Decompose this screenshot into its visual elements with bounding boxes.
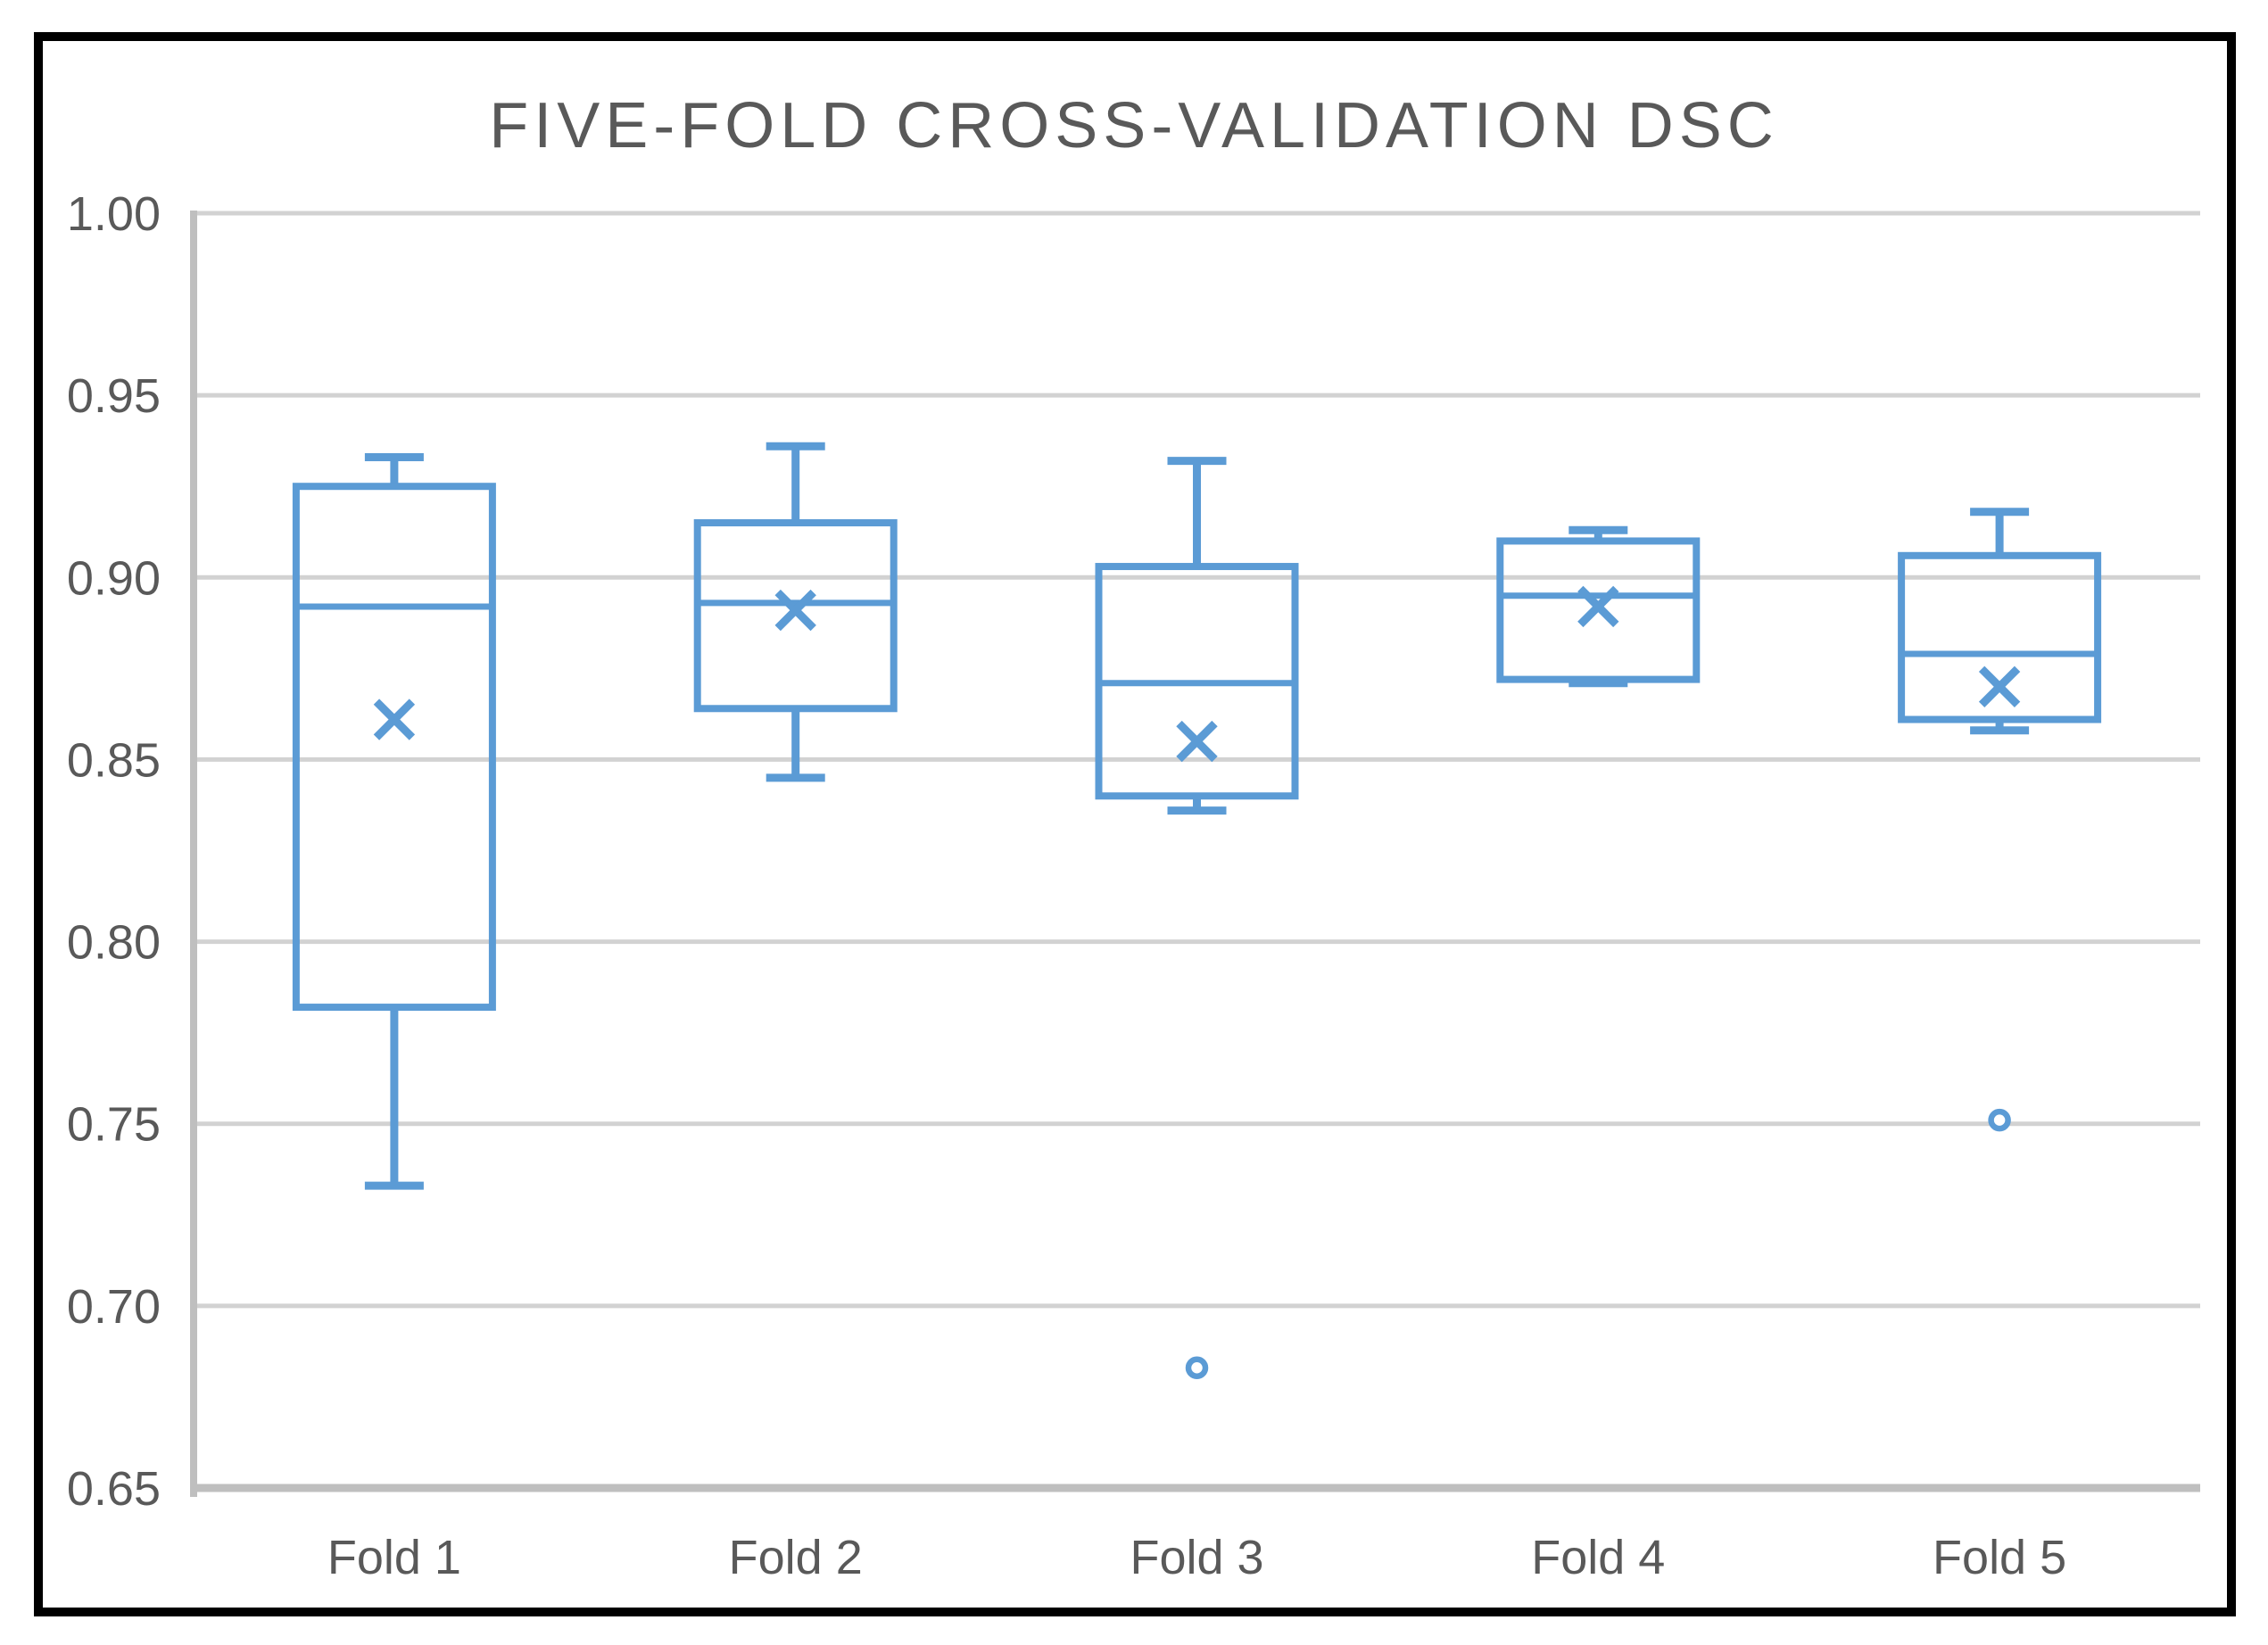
box-iqr-fold-2 bbox=[693, 519, 898, 713]
y-tick-label-0.75: 0.75 bbox=[67, 1098, 161, 1152]
y-tick-label-0.85: 0.85 bbox=[67, 733, 161, 787]
y-tick-label-0.65: 0.65 bbox=[67, 1462, 161, 1516]
y-tick-label-0.95: 0.95 bbox=[67, 369, 161, 423]
box-iqr-fold-1 bbox=[292, 483, 496, 1012]
mean-marker-fold-4 bbox=[1577, 585, 1619, 628]
mean-marker-fold-1 bbox=[373, 699, 416, 740]
box-iqr-fold-4 bbox=[1496, 537, 1701, 683]
mean-marker-fold-2 bbox=[774, 589, 816, 632]
outlier-point-fold-5-0 bbox=[1988, 1108, 2011, 1132]
mean-marker-fold-3 bbox=[1176, 720, 1218, 763]
chart-title: FIVE-FOLD CROSS-VALIDATION DSC bbox=[489, 90, 1779, 161]
y-tick-label-0.90: 0.90 bbox=[67, 551, 161, 605]
figure-border bbox=[34, 32, 2236, 1616]
y-tick-label-1.00: 1.00 bbox=[67, 187, 161, 241]
outlier-point-fold-3-0 bbox=[1185, 1356, 1209, 1380]
x-category-label-fold-4: Fold 4 bbox=[1531, 1531, 1665, 1584]
y-tick-label-0.70: 0.70 bbox=[67, 1280, 161, 1334]
x-category-label-fold-1: Fold 1 bbox=[327, 1531, 461, 1584]
y-tick-label-0.80: 0.80 bbox=[67, 916, 161, 970]
x-category-label-fold-3: Fold 3 bbox=[1130, 1531, 1263, 1584]
mean-marker-fold-5 bbox=[1978, 665, 2021, 707]
x-category-label-fold-5: Fold 5 bbox=[1933, 1531, 2066, 1584]
x-category-label-fold-2: Fold 2 bbox=[729, 1531, 863, 1584]
box-iqr-fold-5 bbox=[1898, 551, 2102, 723]
